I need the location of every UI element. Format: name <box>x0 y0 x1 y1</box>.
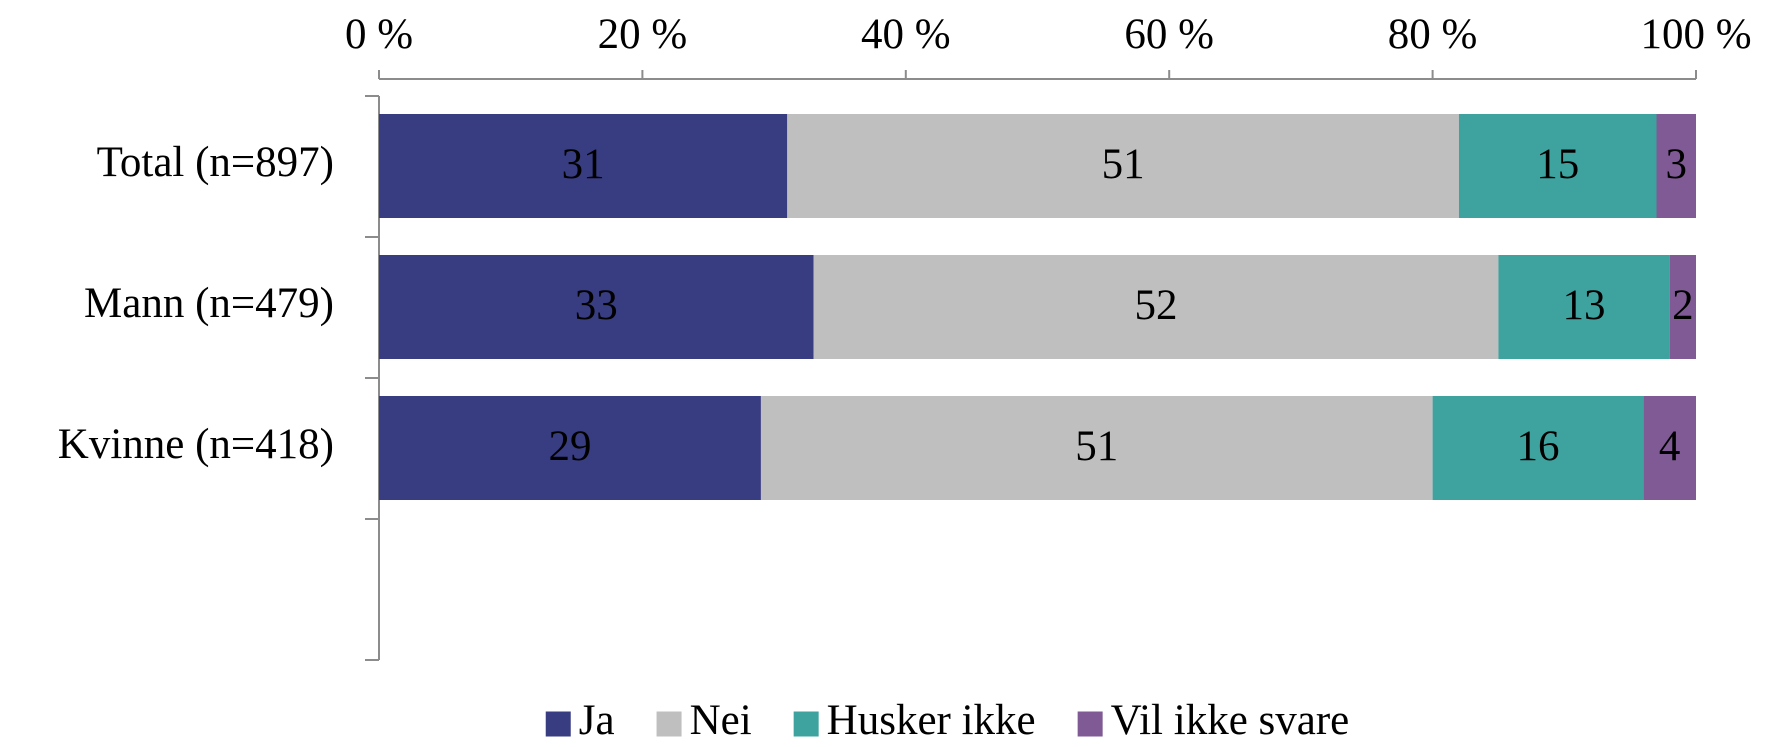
data-label: 51 <box>1102 141 1145 188</box>
x-tick-label: 80 % <box>1388 11 1478 58</box>
legend-label: Husker ikke <box>827 697 1036 744</box>
data-label: 4 <box>1659 423 1681 470</box>
data-label: 3 <box>1665 141 1687 188</box>
x-tick-label: 20 % <box>598 11 688 58</box>
y-tick-label: Kvinne (n=418) <box>58 421 334 468</box>
x-tick-label: 60 % <box>1124 11 1214 58</box>
bar-segment <box>1669 255 1696 359</box>
legend-swatch <box>1077 711 1103 737</box>
data-label: 29 <box>548 423 591 470</box>
legend-label: Nei <box>690 697 752 744</box>
bar-segment <box>379 255 814 359</box>
data-label: 16 <box>1516 423 1559 470</box>
y-tick-label: Total (n=897) <box>97 139 334 186</box>
data-label: 31 <box>562 141 605 188</box>
x-tick-label: 100 % <box>1640 11 1751 58</box>
data-label: 52 <box>1135 282 1178 329</box>
bar-segment <box>1643 396 1696 500</box>
bar-segment <box>379 396 761 500</box>
bar-segment <box>760 396 1433 500</box>
x-tick-label: 0 % <box>345 11 413 58</box>
legend-swatch <box>545 711 571 737</box>
legend-swatch <box>793 711 819 737</box>
bar-segment <box>1458 114 1657 218</box>
y-tick-label: Mann (n=479) <box>84 280 334 327</box>
bar-segment <box>1656 114 1696 218</box>
bar-segment <box>379 114 788 218</box>
bar-segment <box>1432 396 1644 500</box>
bar-segment <box>787 114 1459 218</box>
bar-segment <box>1498 255 1670 359</box>
data-label: 51 <box>1075 423 1118 470</box>
legend: Ja Nei Husker ikke Vil ikke svare <box>545 697 1350 744</box>
data-label: 2 <box>1672 282 1694 329</box>
x-tick-label: 40 % <box>861 11 951 58</box>
bar-segment <box>813 255 1499 359</box>
legend-label: Ja <box>579 697 615 744</box>
data-label: 15 <box>1536 141 1579 188</box>
data-label: 33 <box>575 282 618 329</box>
legend-swatch <box>656 711 682 737</box>
data-label: 13 <box>1563 282 1606 329</box>
legend-label: Vil ikke svare <box>1111 697 1350 744</box>
